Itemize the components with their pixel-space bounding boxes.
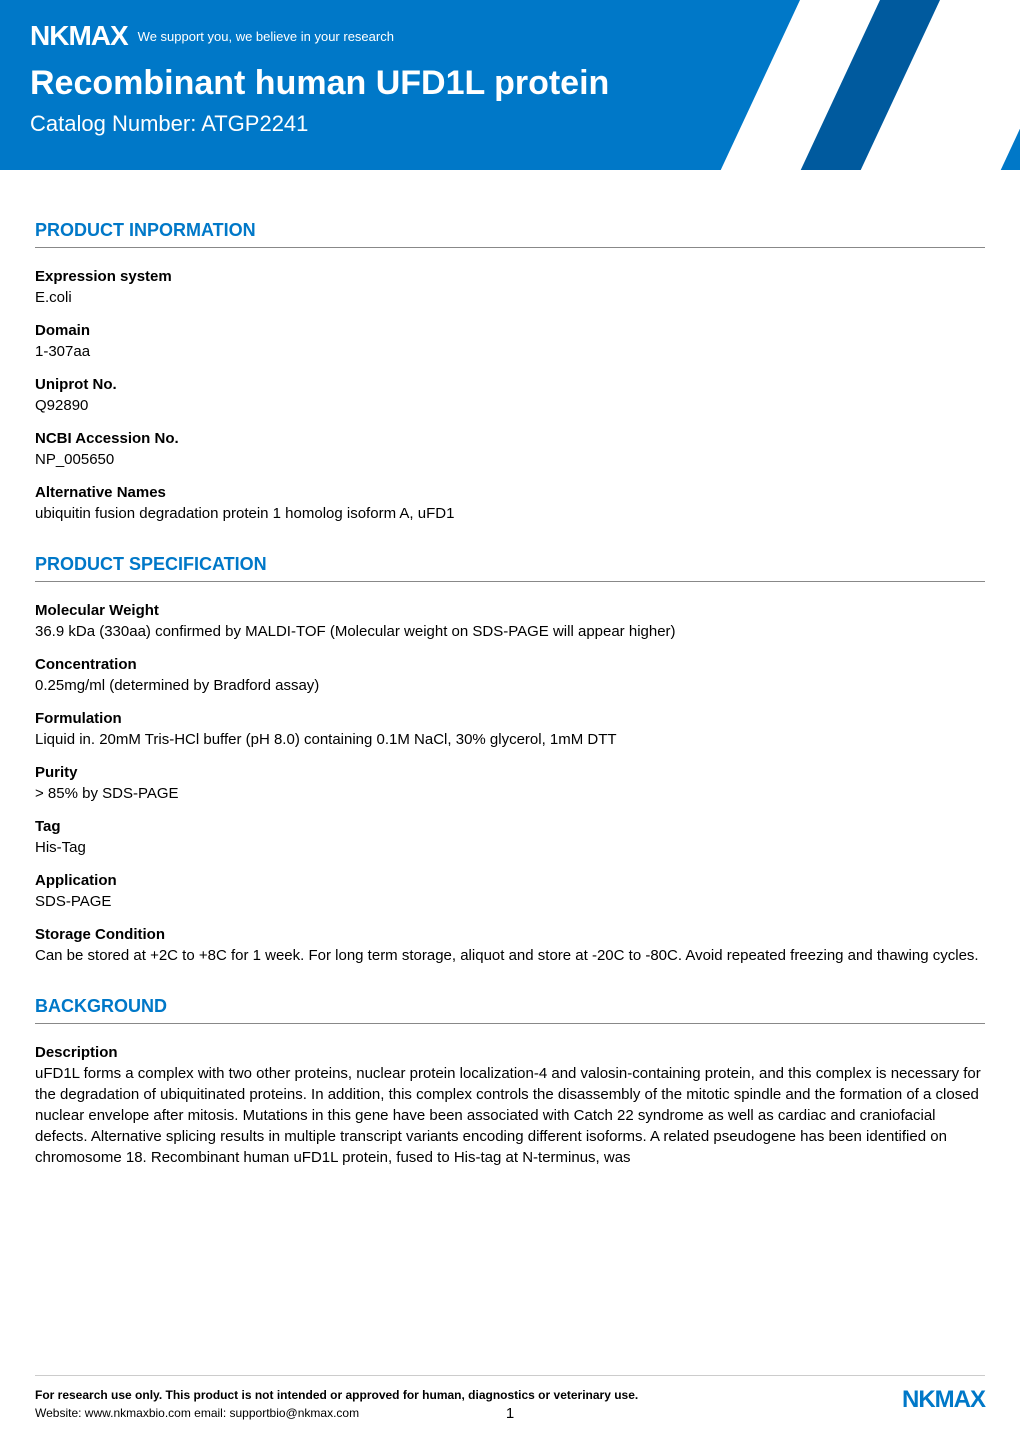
catalog-number: Catalog Number: ATGP2241 — [30, 111, 990, 137]
header-tagline: We support you, we believe in your resea… — [138, 29, 394, 44]
field-label: Expression system — [35, 268, 985, 285]
field-label: Uniprot No. — [35, 376, 985, 393]
field-label: Tag — [35, 818, 985, 835]
field-value: Q92890 — [35, 395, 985, 416]
field-label: Storage Condition — [35, 926, 985, 943]
footer-logo: NKMAX — [902, 1386, 985, 1414]
field-value: NP_005650 — [35, 449, 985, 470]
section-title-product-spec: PRODUCT SPECIFICATION — [35, 554, 985, 582]
field-formulation: Formulation Liquid in. 20mM Tris-HCl buf… — [35, 710, 985, 750]
field-purity: Purity > 85% by SDS-PAGE — [35, 764, 985, 804]
page-number: 1 — [506, 1405, 514, 1422]
field-alt-names: Alternative Names ubiquitin fusion degra… — [35, 484, 985, 524]
field-label: Alternative Names — [35, 484, 985, 501]
field-label: NCBI Accession No. — [35, 430, 985, 447]
field-label: Concentration — [35, 656, 985, 673]
field-ncbi: NCBI Accession No. NP_005650 — [35, 430, 985, 470]
field-label: Purity — [35, 764, 985, 781]
field-value: 36.9 kDa (330aa) confirmed by MALDI-TOF … — [35, 621, 985, 642]
content-area: PRODUCT INPORMATION Expression system E.… — [0, 170, 1020, 1168]
field-label: Application — [35, 872, 985, 889]
field-label: Molecular Weight — [35, 602, 985, 619]
logo-line: NKMAX We support you, we believe in your… — [30, 20, 990, 52]
field-value: His-Tag — [35, 837, 985, 858]
footer-text: For research use only. This product is n… — [35, 1386, 638, 1422]
section-title-background: BACKGROUND — [35, 996, 985, 1024]
field-application: Application SDS-PAGE — [35, 872, 985, 912]
field-value: Liquid in. 20mM Tris-HCl buffer (pH 8.0)… — [35, 729, 985, 750]
field-molecular-weight: Molecular Weight 36.9 kDa (330aa) confir… — [35, 602, 985, 642]
field-uniprot: Uniprot No. Q92890 — [35, 376, 985, 416]
field-label: Description — [35, 1044, 985, 1061]
field-storage: Storage Condition Can be stored at +2C t… — [35, 926, 985, 966]
product-title: Recombinant human UFD1L protein — [30, 64, 990, 103]
field-label: Formulation — [35, 710, 985, 727]
section-title-product-info: PRODUCT INPORMATION — [35, 220, 985, 248]
field-value: uFD1L forms a complex with two other pro… — [35, 1063, 985, 1168]
footer-line1: For research use only. This product is n… — [35, 1388, 638, 1402]
field-concentration: Concentration 0.25mg/ml (determined by B… — [35, 656, 985, 696]
footer-line2: Website: www.nkmaxbio.com email: support… — [35, 1406, 359, 1420]
field-label: Domain — [35, 322, 985, 339]
field-value: 0.25mg/ml (determined by Bradford assay) — [35, 675, 985, 696]
field-description: Description uFD1L forms a complex with t… — [35, 1044, 985, 1168]
field-value: > 85% by SDS-PAGE — [35, 783, 985, 804]
field-value: SDS-PAGE — [35, 891, 985, 912]
field-expression-system: Expression system E.coli — [35, 268, 985, 308]
page-footer: For research use only. This product is n… — [35, 1375, 985, 1422]
header-logo: NKMAX — [30, 20, 128, 52]
field-domain: Domain 1-307aa — [35, 322, 985, 362]
field-value: ubiquitin fusion degradation protein 1 h… — [35, 503, 985, 524]
field-value: 1-307aa — [35, 341, 985, 362]
field-value: E.coli — [35, 287, 985, 308]
field-tag: Tag His-Tag — [35, 818, 985, 858]
page-header: NKMAX We support you, we believe in your… — [0, 0, 1020, 170]
field-value: Can be stored at +2C to +8C for 1 week. … — [35, 945, 985, 966]
